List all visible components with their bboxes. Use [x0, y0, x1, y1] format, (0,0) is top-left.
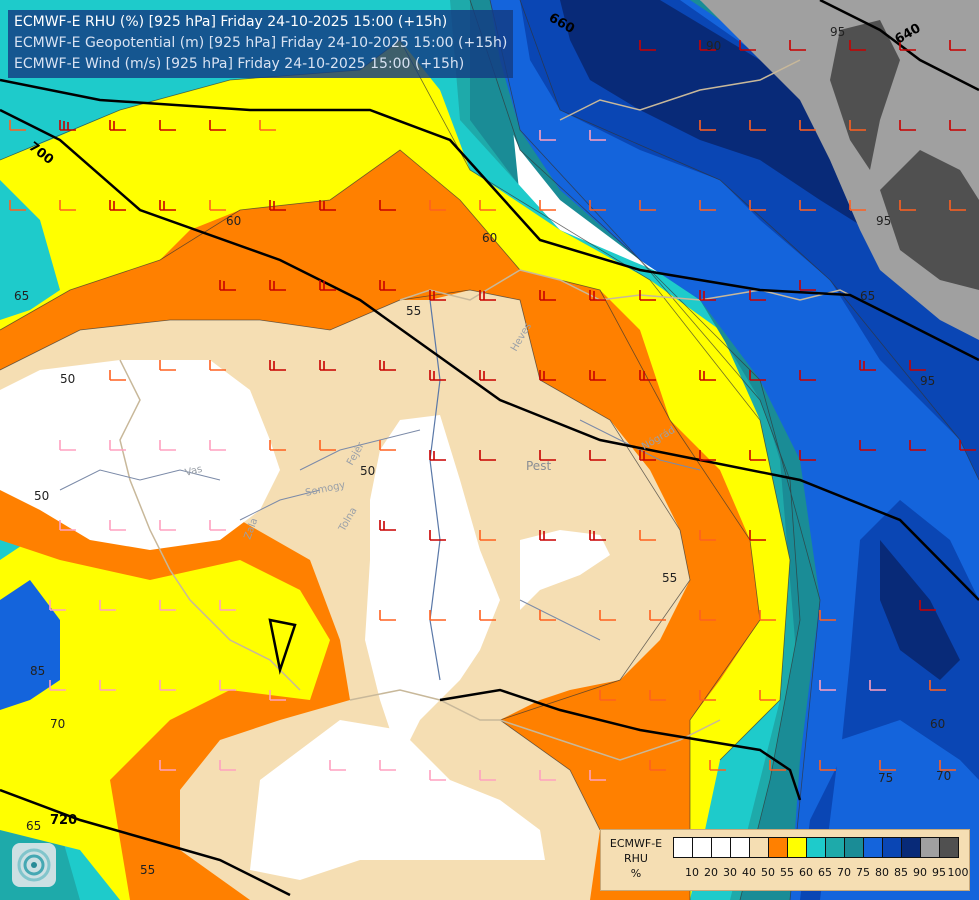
legend-ticks: 10 20 30 40 50 55 60 65 70 75 80 85 90 95 100 — [673, 866, 973, 880]
rhu-label: 90 — [706, 39, 721, 53]
legend-swatch — [806, 837, 826, 858]
legend-swatch — [901, 837, 921, 858]
ecmwf-swirl-logo-icon — [17, 848, 51, 882]
rhu-label: 50 — [34, 489, 49, 503]
rhu-label: 85 — [30, 664, 45, 678]
legend-tick: 55 — [780, 866, 794, 879]
legend-swatch — [787, 837, 807, 858]
rhu-label: 65 — [860, 289, 875, 303]
legend-tick: 20 — [704, 866, 718, 879]
geopotential-title: ECMWF-E Geopotential (m) [925 hPa] Frida… — [14, 35, 508, 51]
rhu-label: 70 — [50, 717, 65, 731]
rhu-label: 95 — [830, 25, 845, 39]
legend-swatch — [825, 837, 845, 858]
rhu-title: ECMWF-E RHU (%) [925 hPa] Friday 24-10-2… — [14, 14, 448, 30]
rhu-label: 60 — [930, 717, 945, 731]
geopotential-label: 720 — [50, 813, 77, 828]
legend-title-line: RHU — [624, 852, 648, 865]
rhu-label: 60 — [482, 231, 497, 245]
legend-title-line: ECMWF-E — [609, 837, 663, 850]
map-title-box: ECMWF-E RHU (%) [925 hPa] Friday 24-10-2… — [8, 10, 514, 78]
legend-swatch — [692, 837, 712, 858]
legend-tick: 65 — [818, 866, 832, 879]
wind-title: ECMWF-E Wind (m/s) [925 hPa] Friday 24-1… — [14, 56, 465, 72]
legend-swatch — [882, 837, 902, 858]
rhu-label: 95 — [920, 374, 935, 388]
rhu-label: 65 — [14, 289, 29, 303]
legend-tick: 60 — [799, 866, 813, 879]
legend-swatch — [844, 837, 864, 858]
legend-swatches — [673, 837, 959, 858]
legend-tick: 100 — [947, 866, 969, 879]
rhu-label: 60 — [226, 214, 241, 228]
legend-tick: 95 — [932, 866, 946, 879]
region-label: Pest — [526, 459, 551, 473]
rhu-label: 50 — [60, 372, 75, 386]
wind-barbs — [9, 40, 976, 781]
rhu-label: 55 — [406, 304, 421, 318]
rhu-label: 55 — [662, 571, 677, 585]
region-label: Vas — [184, 464, 204, 479]
legend-swatch — [749, 837, 769, 858]
legend-tick: 10 — [685, 866, 699, 879]
legend-tick: 50 — [761, 866, 775, 879]
rhu-label: 65 — [26, 819, 41, 833]
legend-tick: 75 — [856, 866, 870, 879]
legend-tick: 40 — [742, 866, 756, 879]
legend-swatch — [863, 837, 883, 858]
legend-tick: 90 — [913, 866, 927, 879]
legend-swatch — [768, 837, 788, 858]
legend-tick: 70 — [837, 866, 851, 879]
legend-swatch — [673, 837, 693, 858]
legend-swatch — [730, 837, 750, 858]
rhu-contour-labels: 90 95 95 60 60 65 55 50 50 50 55 70 65 8… — [14, 25, 955, 877]
legend-tick: 80 — [875, 866, 889, 879]
rhu-label: 70 — [936, 769, 951, 783]
legend-tick: 85 — [894, 866, 908, 879]
legend-title: ECMWF-E RHU % — [603, 836, 669, 881]
rhu-label: 55 — [140, 863, 155, 877]
color-legend: ECMWF-E RHU % 10 20 30 40 50 55 60 65 70 75 80 85 90… — [600, 829, 970, 891]
legend-swatch — [711, 837, 731, 858]
legend-tick: 30 — [723, 866, 737, 879]
ecmwf-logo — [12, 843, 56, 887]
rhu-label: 50 — [360, 464, 375, 478]
rhu-label: 95 — [876, 214, 891, 228]
legend-swatch — [920, 837, 940, 858]
legend-swatch — [939, 837, 959, 858]
legend-title-line: % — [630, 867, 642, 880]
rhu-label: 75 — [878, 771, 893, 785]
